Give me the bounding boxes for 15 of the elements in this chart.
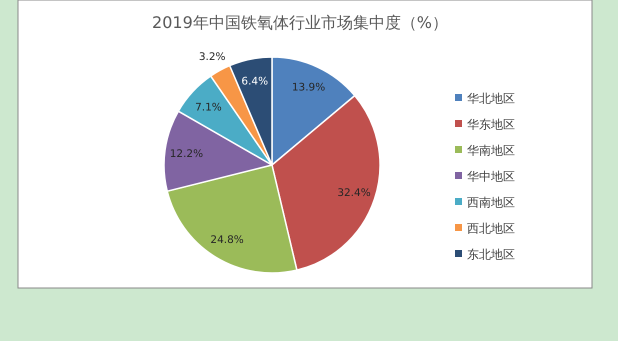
data-label: 3.2% [198,51,226,64]
legend-label: 东北地区 [467,248,515,262]
legend-label: 西北地区 [467,222,515,236]
legend-label: 西南地区 [467,196,515,210]
legend-label: 华中地区 [467,170,515,184]
data-label: 13.9% [292,82,326,94]
legend-label: 华北地区 [467,92,515,106]
data-label: 32.4% [337,187,371,200]
data-label: 24.8% [210,234,244,246]
data-label: 12.2% [170,148,204,160]
data-label: 6.4% [241,75,268,88]
chart-title: 2019年中国铁氧体行业市场集中度（%） [152,13,448,32]
data-label: 7.1% [195,101,222,114]
legend-label: 华南地区 [467,144,515,158]
legend-label: 华东地区 [467,118,515,132]
